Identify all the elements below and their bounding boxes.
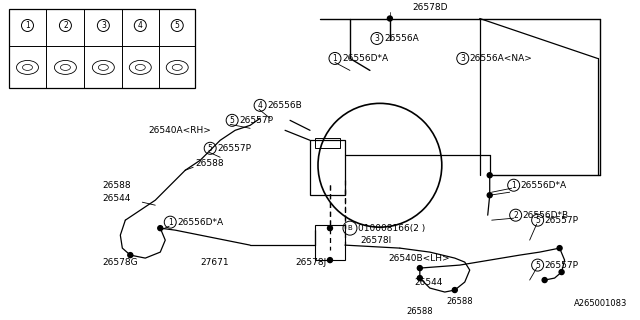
Text: 26557P: 26557P <box>545 216 579 225</box>
Text: 26556A: 26556A <box>384 34 419 43</box>
Text: 26540A<RH>: 26540A<RH> <box>148 126 211 135</box>
Text: 3: 3 <box>460 54 465 63</box>
Text: 3: 3 <box>374 34 380 43</box>
Text: 26578J: 26578J <box>295 258 326 267</box>
Text: B: B <box>348 225 353 231</box>
Circle shape <box>487 193 492 198</box>
Text: 1: 1 <box>511 181 516 190</box>
Text: 5: 5 <box>208 144 212 153</box>
Circle shape <box>158 226 163 231</box>
Text: 5: 5 <box>230 116 235 125</box>
Bar <box>310 140 345 195</box>
Text: 26556A<NA>: 26556A<NA> <box>470 54 532 63</box>
Text: 010008166(2 ): 010008166(2 ) <box>358 224 425 233</box>
Text: 26588: 26588 <box>406 307 433 316</box>
Circle shape <box>328 226 332 231</box>
Text: 26588: 26588 <box>195 159 224 168</box>
Bar <box>315 225 345 260</box>
Circle shape <box>559 269 564 275</box>
Circle shape <box>557 246 562 251</box>
Text: 5: 5 <box>535 260 540 269</box>
Text: 26540B<LH>: 26540B<LH> <box>388 254 449 263</box>
Text: 26556D*A: 26556D*A <box>177 218 223 227</box>
Text: 26544: 26544 <box>102 194 131 203</box>
Text: 4: 4 <box>138 21 143 30</box>
Text: 26556D*A: 26556D*A <box>521 181 567 190</box>
Text: 26578G: 26578G <box>102 258 138 267</box>
Circle shape <box>542 277 547 283</box>
Text: 26557P: 26557P <box>545 260 579 269</box>
Text: 26578I: 26578I <box>360 236 391 244</box>
Text: 4: 4 <box>258 101 262 110</box>
Text: 3: 3 <box>101 21 106 30</box>
Text: 27671: 27671 <box>200 258 229 267</box>
Circle shape <box>387 16 392 21</box>
Text: 2: 2 <box>513 211 518 220</box>
Bar <box>8 9 195 88</box>
Text: 26556D*A: 26556D*A <box>342 54 388 63</box>
Circle shape <box>128 252 133 258</box>
Text: 26557P: 26557P <box>239 116 273 125</box>
Text: 26544: 26544 <box>415 277 444 287</box>
Circle shape <box>417 276 422 281</box>
Text: 2: 2 <box>63 21 68 30</box>
Text: A265001083: A265001083 <box>574 299 627 308</box>
Text: 1: 1 <box>168 218 173 227</box>
Text: 5: 5 <box>535 216 540 225</box>
Text: 5: 5 <box>175 21 180 30</box>
Circle shape <box>417 266 422 271</box>
Text: 26588: 26588 <box>447 297 473 306</box>
Text: 1: 1 <box>333 54 337 63</box>
Bar <box>315 138 340 148</box>
Text: 26557P: 26557P <box>217 144 251 153</box>
Text: 1: 1 <box>25 21 30 30</box>
Circle shape <box>452 288 457 292</box>
Circle shape <box>487 173 492 178</box>
Circle shape <box>328 258 332 263</box>
Text: 26556B: 26556B <box>267 101 302 110</box>
Text: 26556D*B: 26556D*B <box>523 211 569 220</box>
Text: 26588: 26588 <box>102 181 131 190</box>
Text: 26578D: 26578D <box>412 3 447 12</box>
